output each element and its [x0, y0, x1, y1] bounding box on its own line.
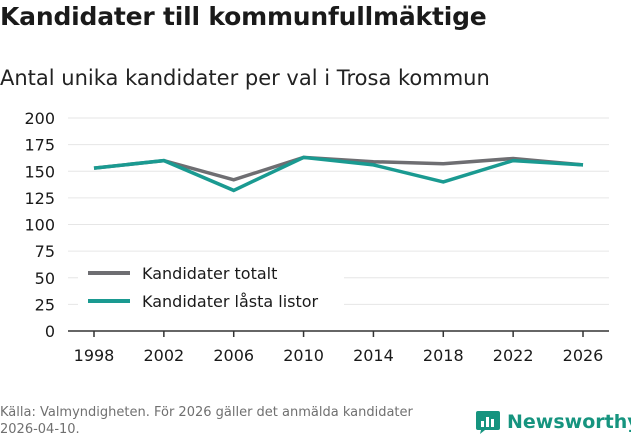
y-tick-label: 0: [45, 322, 55, 341]
x-tick-label: 2014: [353, 346, 394, 365]
legend-label: Kandidater låsta listor: [142, 292, 319, 311]
y-tick-label: 25: [35, 295, 55, 314]
source-note: Källa: Valmyndigheten. För 2026 gäller d…: [0, 405, 413, 437]
chart-title: Kandidater till kommunfullmäktige: [0, 2, 487, 31]
y-tick-label: 125: [24, 189, 55, 208]
x-tick-label: 2002: [143, 346, 184, 365]
x-tick-label: 2006: [213, 346, 254, 365]
y-tick-label: 50: [35, 269, 55, 288]
x-tick-label: 2022: [493, 346, 534, 365]
y-tick-label: 150: [24, 162, 55, 181]
x-tick-label: 1998: [74, 346, 115, 365]
x-tick-label: 2010: [283, 346, 324, 365]
newsworthy-logo-icon: [476, 411, 500, 434]
legend-label: Kandidater totalt: [142, 264, 277, 283]
newsworthy-logo: Newsworthy: [475, 407, 631, 437]
series-line-lasta-listor: [93, 155, 584, 193]
chart-subtitle: Antal unika kandidater per val i Trosa k…: [0, 66, 490, 90]
y-tick-label: 175: [24, 136, 55, 155]
line-chart: 0 25 50 75 100 125 150 175 200 1998 2002 2006 2010 20…: [24, 109, 609, 365]
x-tick-label: 2026: [563, 346, 604, 365]
y-tick-label: 75: [35, 242, 55, 261]
x-tick-label: 2018: [423, 346, 464, 365]
newsworthy-logo-text: Newsworthy: [507, 411, 631, 433]
legend-background: [78, 258, 344, 320]
y-tick-label: 100: [24, 216, 55, 235]
y-tick-label: 200: [24, 109, 55, 128]
